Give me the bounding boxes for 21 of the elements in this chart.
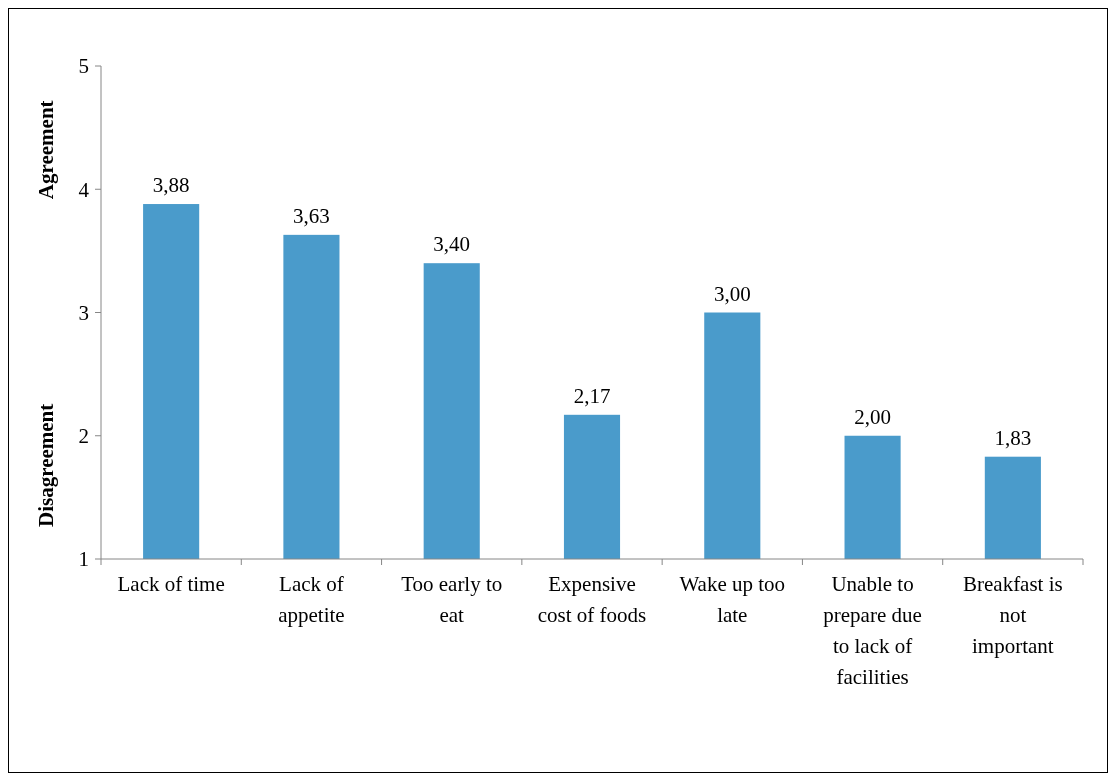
text: Disagreement bbox=[34, 403, 58, 527]
text: Agreement bbox=[34, 100, 58, 200]
data-label: 3,63 bbox=[293, 203, 330, 228]
x-tick-label: Lack of time bbox=[117, 572, 225, 596]
data-label: 3,40 bbox=[433, 232, 471, 257]
data-label: 2,00 bbox=[854, 404, 891, 429]
y-tick-label: 1 bbox=[78, 547, 89, 572]
data-label: 3,00 bbox=[713, 281, 751, 306]
x-tick-label: Expensive cost of foods bbox=[537, 572, 647, 627]
x-tick-label: Breakfast is not important bbox=[962, 572, 1063, 658]
y-tick-label: 2 bbox=[78, 424, 89, 449]
x-tick-label: Wake up too late bbox=[679, 572, 786, 627]
x-tick-label: Unable to prepare due to lack of facilities bbox=[823, 572, 922, 689]
y-tick-label: 5 bbox=[78, 54, 89, 79]
y-tick-label: 4 bbox=[78, 177, 90, 202]
y-tick-label: 3 bbox=[78, 300, 89, 325]
data-label: 2,17 bbox=[573, 383, 611, 408]
x-tick-label: Lack of appetite bbox=[278, 572, 345, 627]
x-tick-label: Too early to eat bbox=[401, 572, 503, 627]
data-label: 3,88 bbox=[152, 173, 190, 198]
data-label: 1,83 bbox=[994, 425, 1032, 450]
